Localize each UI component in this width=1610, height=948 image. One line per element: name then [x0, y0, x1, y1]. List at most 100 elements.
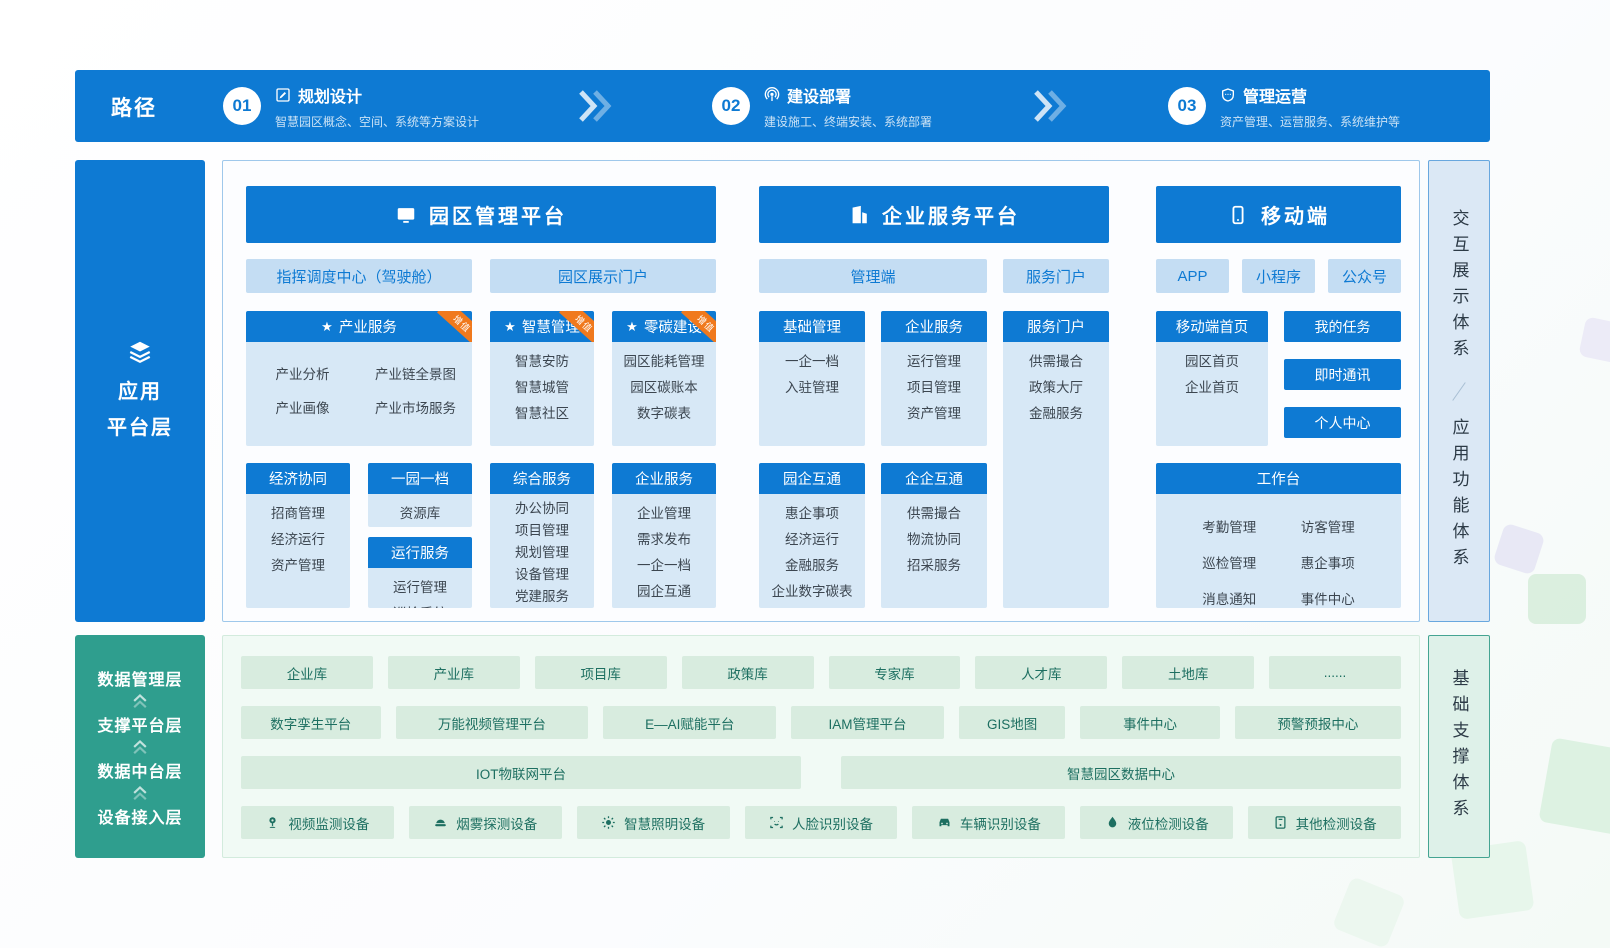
middle-chip-IOT物联网平台: IOT物联网平台 — [241, 756, 801, 789]
step-number-badge: 03 — [1168, 87, 1206, 125]
interaction-display-system-label: 交互展示体系 — [1449, 208, 1469, 365]
chevrons-right-icon — [1028, 86, 1072, 126]
star-icon: ★ — [626, 319, 638, 334]
card-item: 惠企事项 — [1300, 556, 1355, 571]
card-item: 金融服务 — [1029, 406, 1083, 421]
basic-support-system-panel: 基础支撑体系 — [1428, 635, 1490, 858]
card-item: 企业数字碳表 — [771, 584, 853, 599]
card-item: 招采服务 — [907, 558, 961, 573]
chip-label: 智慧照明设备 — [624, 816, 706, 832]
card-item: 企业管理 — [637, 506, 691, 521]
card-item: 访客管理 — [1300, 520, 1355, 535]
data-layer-label: 设备接入层 — [97, 809, 183, 827]
card-title: 企业服务 — [905, 320, 963, 336]
path-step-03: 03 管理运营 资产管理、运营服务、系统维护等 — [1168, 70, 1400, 142]
chip-label: 项目库 — [580, 666, 621, 682]
card-header: 服务门户 — [1003, 311, 1109, 342]
support-chip-GIS地图: GIS地图 — [958, 706, 1066, 739]
db-chip-人才库: 人才库 — [975, 656, 1108, 689]
card-运行服务: 运行服务运行管理巡检系统 — [368, 537, 472, 608]
card-item: 园区碳账本 — [630, 380, 698, 395]
chip-label: 烟雾探测设备 — [456, 816, 538, 832]
card-item: 项目管理 — [515, 523, 569, 538]
mobile-button-即时通讯: 即时通讯 — [1284, 359, 1401, 390]
step-texts: 管理运营 资产管理、运营服务、系统维护等 — [1220, 83, 1400, 130]
support-chip-预警预报中心: 预警预报中心 — [1234, 706, 1401, 739]
device-chip-智慧照明设备: 智慧照明设备 — [576, 806, 730, 839]
foundation-support-panel: 企业库 产业库 项目库 政策库 专家库 人才库 土地库...... 数字孪生平台 万能视频管理… — [222, 635, 1420, 858]
data-middle-platform-row: IOT物联网平台 智慧园区数据中心 — [241, 756, 1401, 789]
card-item: 金融服务 — [785, 558, 839, 573]
card-body: 智慧安防 智慧城管 智慧社区 — [490, 342, 594, 446]
card-企企互通: 企企互通 供需撮合 物流协同 招采服务 — [881, 463, 987, 608]
card-item: 产业链全景图 — [375, 367, 456, 382]
card-header: 企企互通 — [881, 463, 987, 494]
card-title: 企业服务 — [635, 472, 693, 488]
card-基础管理: 基础管理 一企一档 入驻管理 — [759, 311, 865, 446]
button-label: 我的任务 — [1314, 318, 1371, 335]
card-body: 供需撮合 物流协同 招采服务 — [881, 494, 987, 608]
card-企业服务: 企业服务 运行管理 项目管理 资产管理 — [881, 311, 987, 446]
step-title-row: 规划设计 — [275, 83, 479, 107]
card-item: 智慧安防 — [515, 354, 569, 369]
section-title: 园区管理平台 — [429, 206, 567, 228]
device-chip-其他检测设备: 其他检测设备 — [1248, 806, 1402, 839]
card-item: 产业市场服务 — [375, 401, 456, 416]
chip-label: 视频监测设备 — [288, 816, 370, 832]
card-item: 产业分析 — [275, 367, 330, 382]
card-body: 资源库 — [368, 494, 472, 527]
card-title: 产业服务 — [338, 320, 397, 336]
card-title: 基础管理 — [783, 320, 841, 336]
card-body: 办公协同 项目管理 规划管理 设备管理 党建服务 — [490, 494, 594, 608]
button-label: 即时通讯 — [1314, 366, 1371, 383]
support-chip-数字孪生平台: 数字孪生平台 — [241, 706, 381, 739]
card-body: 企业管理 需求发布 一企一档 园企互通 — [612, 494, 716, 608]
card-item: 资源库 — [399, 506, 441, 521]
section-title-bar: 移动端 — [1156, 186, 1401, 243]
card-header: 经济协同 — [246, 463, 350, 494]
application-function-system-label: 应用功能体系 — [1449, 417, 1469, 574]
decor-cube — [1331, 876, 1407, 948]
basic-support-system-label: 基础支撑体系 — [1449, 668, 1469, 825]
step-number-badge: 02 — [712, 87, 750, 125]
decor-cube — [1578, 316, 1610, 364]
db-chip-政策库: 政策库 — [681, 656, 814, 689]
card-header: ★ 智慧管理 增值 — [490, 311, 594, 342]
chip-label: GIS地图 — [986, 716, 1038, 732]
card-header: 移动端首页 — [1156, 311, 1268, 342]
data-layer-label: 数据中台层 — [97, 763, 183, 781]
middle-chip-智慧园区数据中心: 智慧园区数据中心 — [841, 756, 1401, 789]
step-texts: 规划设计智慧园区概念、空间、系统等方案设计 — [275, 83, 479, 130]
path-bar-label: 路径 — [111, 97, 157, 120]
step-subtitle: 智慧园区概念、空间、系统等方案设计 — [275, 114, 480, 129]
card-title: 零碳建设 — [643, 320, 702, 336]
db-chip-土地库: 土地库 — [1122, 656, 1255, 689]
card-item: 招商管理 — [271, 506, 325, 521]
card-item: 政策大厅 — [1029, 380, 1083, 395]
device-icon — [1273, 815, 1288, 830]
chip-service-portal: 服务门户 — [1003, 259, 1109, 293]
interaction-display-system-panel: 交互展示体系 应用功能体系 — [1428, 160, 1490, 622]
device-access-row: 视频监测设备 烟雾探测设备 智慧照明设备 人脸识别设备 车辆识别设备 液位检测设备 其他检测… — [241, 806, 1402, 839]
decor-cube — [1538, 737, 1610, 838]
card-零碳建设: ★ 零碳建设 增值 园区能耗管理 园区碳账本 数字碳表 — [612, 311, 716, 446]
chevrons-up-icon — [130, 739, 150, 755]
app-platform-layer-label: 平台层 — [107, 417, 173, 439]
device-chip-烟雾探测设备: 烟雾探测设备 — [408, 806, 562, 839]
device-chip-视频监测设备: 视频监测设备 — [241, 806, 394, 839]
step-texts: 建设部署 建设施工、终端安装、系统部署 — [764, 83, 932, 130]
chip-label: 服务门户 — [1025, 268, 1086, 286]
droplet-icon — [1105, 815, 1120, 830]
card-工作台: 工作台 考勤管理 访客管理 巡检管理 惠企事项 消息通知 事件中心 — [1156, 463, 1401, 608]
card-item: 设备管理 — [515, 567, 569, 582]
card-item: 一企一档 — [785, 354, 839, 369]
layers-icon — [127, 339, 153, 371]
card-移动端首页: 移动端首页 园区首页 企业首页 — [1156, 311, 1268, 446]
shield-icon — [1220, 87, 1236, 103]
smoke-detector-icon — [433, 815, 448, 830]
step-title-row: 建设部署 — [764, 83, 932, 107]
chip-label: APP — [1177, 267, 1208, 285]
building-icon — [848, 204, 870, 226]
mobile-button-我的任务: 我的任务 — [1284, 311, 1401, 342]
card-item: 规划管理 — [515, 545, 569, 560]
